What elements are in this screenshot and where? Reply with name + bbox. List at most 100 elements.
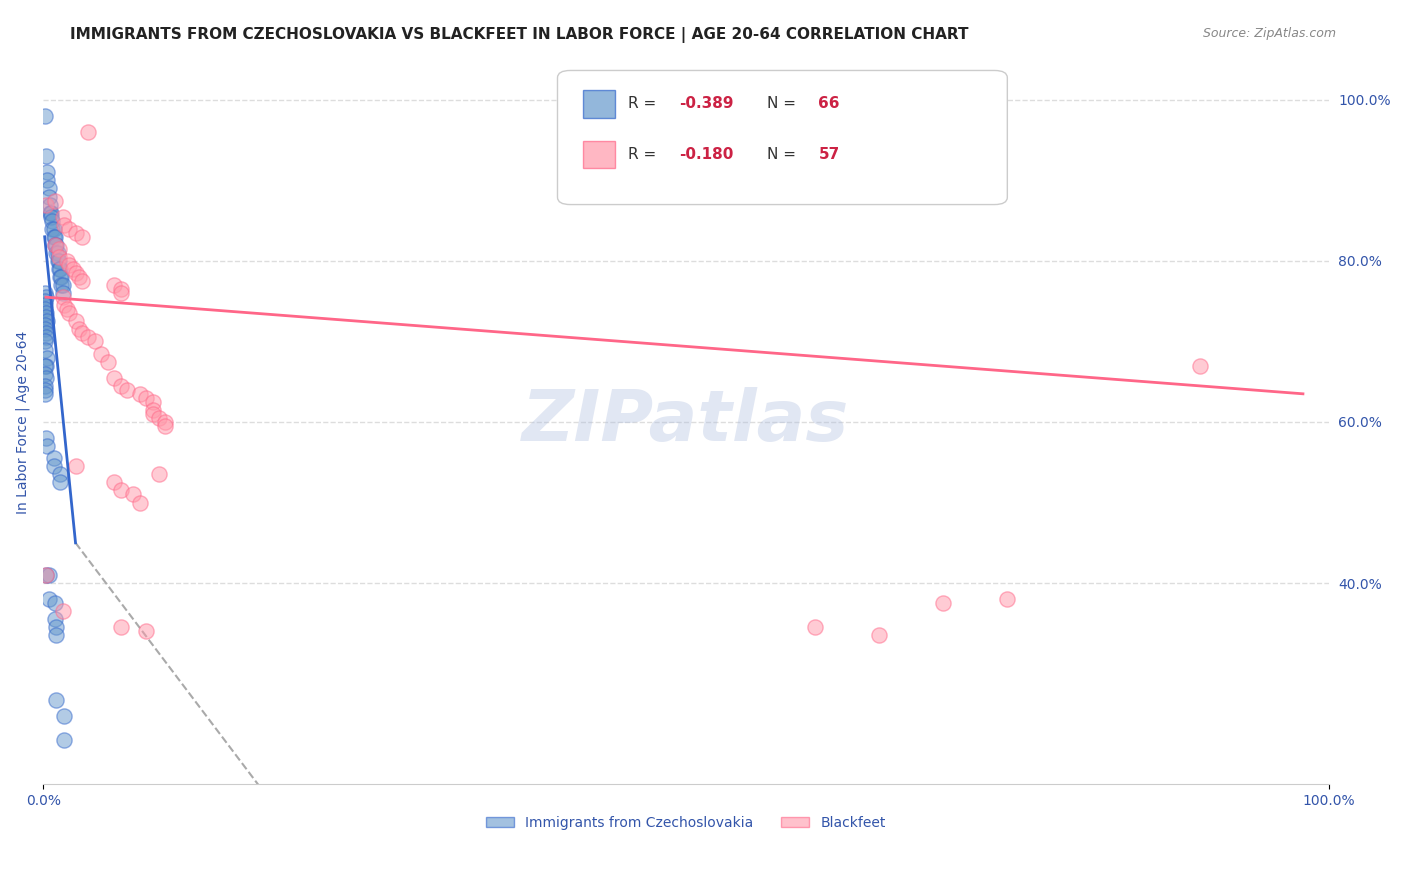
- Text: -0.389: -0.389: [679, 96, 734, 112]
- Point: [52, 604, 75, 618]
- Point: [142, 403, 165, 417]
- Text: ZIPatlas: ZIPatlas: [523, 387, 849, 457]
- Point: [995, 592, 1018, 607]
- Point: [55, 254, 77, 268]
- Point: [34, 343, 56, 357]
- Point: [35, 326, 58, 341]
- Text: IMMIGRANTS FROM CZECHOSLOVAKIA VS BLACKFEET IN LABOR FORCE | AGE 20-64 CORRELATI: IMMIGRANTS FROM CZECHOSLOVAKIA VS BLACKF…: [70, 27, 969, 43]
- Point: [49, 475, 72, 490]
- Point: [35, 370, 58, 384]
- FancyBboxPatch shape: [558, 70, 1007, 204]
- Point: [1189, 359, 1212, 373]
- Point: [868, 628, 890, 642]
- Point: [41, 213, 63, 227]
- Point: [37, 173, 59, 187]
- Point: [77, 125, 100, 139]
- Point: [45, 693, 67, 707]
- Y-axis label: In Labor Force | Age 20-64: In Labor Force | Age 20-64: [15, 330, 30, 514]
- Point: [44, 612, 66, 626]
- Point: [39, 210, 62, 224]
- Point: [41, 221, 63, 235]
- Point: [51, 270, 73, 285]
- Point: [48, 242, 70, 256]
- Point: [34, 318, 56, 333]
- Point: [62, 262, 84, 277]
- Text: -0.180: -0.180: [679, 147, 734, 162]
- Point: [52, 733, 75, 747]
- Point: [155, 419, 177, 434]
- Point: [37, 314, 59, 328]
- Point: [51, 278, 73, 293]
- Point: [70, 274, 93, 288]
- Text: R =: R =: [628, 147, 661, 162]
- Point: [35, 568, 58, 582]
- Point: [65, 314, 87, 328]
- Point: [70, 229, 93, 244]
- Text: N =: N =: [768, 147, 801, 162]
- Point: [39, 205, 62, 219]
- Point: [34, 383, 56, 397]
- Point: [38, 592, 60, 607]
- Point: [58, 306, 80, 320]
- Point: [34, 302, 56, 317]
- Point: [142, 407, 165, 421]
- Point: [35, 310, 58, 325]
- Point: [42, 221, 65, 235]
- Point: [35, 290, 58, 304]
- Text: N =: N =: [768, 96, 801, 112]
- Point: [52, 210, 75, 224]
- Point: [35, 149, 58, 163]
- Point: [37, 351, 59, 365]
- Point: [155, 415, 177, 429]
- Point: [148, 411, 170, 425]
- Point: [52, 709, 75, 723]
- Point: [35, 359, 58, 373]
- Point: [35, 330, 58, 344]
- Point: [52, 290, 75, 304]
- Point: [38, 568, 60, 582]
- Point: [37, 165, 59, 179]
- Point: [35, 431, 58, 445]
- Point: [128, 386, 150, 401]
- Point: [55, 302, 77, 317]
- Point: [52, 218, 75, 232]
- Point: [38, 197, 60, 211]
- Point: [49, 467, 72, 482]
- Point: [45, 620, 67, 634]
- Point: [803, 620, 825, 634]
- Point: [65, 459, 87, 474]
- Point: [52, 278, 75, 293]
- Point: [103, 278, 125, 293]
- Point: [45, 628, 67, 642]
- Point: [42, 451, 65, 466]
- Point: [83, 334, 105, 349]
- Point: [67, 270, 90, 285]
- Point: [52, 298, 75, 312]
- Point: [122, 487, 145, 501]
- Point: [103, 370, 125, 384]
- Point: [34, 334, 56, 349]
- Point: [128, 495, 150, 509]
- Point: [44, 229, 66, 244]
- Point: [49, 270, 72, 285]
- Point: [58, 258, 80, 272]
- Text: 57: 57: [818, 147, 839, 162]
- Point: [35, 306, 58, 320]
- Point: [42, 459, 65, 474]
- Point: [37, 439, 59, 453]
- Point: [48, 250, 70, 264]
- Point: [148, 467, 170, 482]
- Point: [103, 475, 125, 490]
- Point: [34, 378, 56, 392]
- Bar: [583, 141, 616, 169]
- Point: [34, 294, 56, 309]
- Point: [110, 282, 132, 296]
- Point: [49, 262, 72, 277]
- Point: [90, 346, 112, 360]
- Point: [65, 266, 87, 280]
- Point: [42, 229, 65, 244]
- Text: R =: R =: [628, 96, 661, 112]
- Point: [44, 237, 66, 252]
- Point: [34, 322, 56, 336]
- Point: [77, 330, 100, 344]
